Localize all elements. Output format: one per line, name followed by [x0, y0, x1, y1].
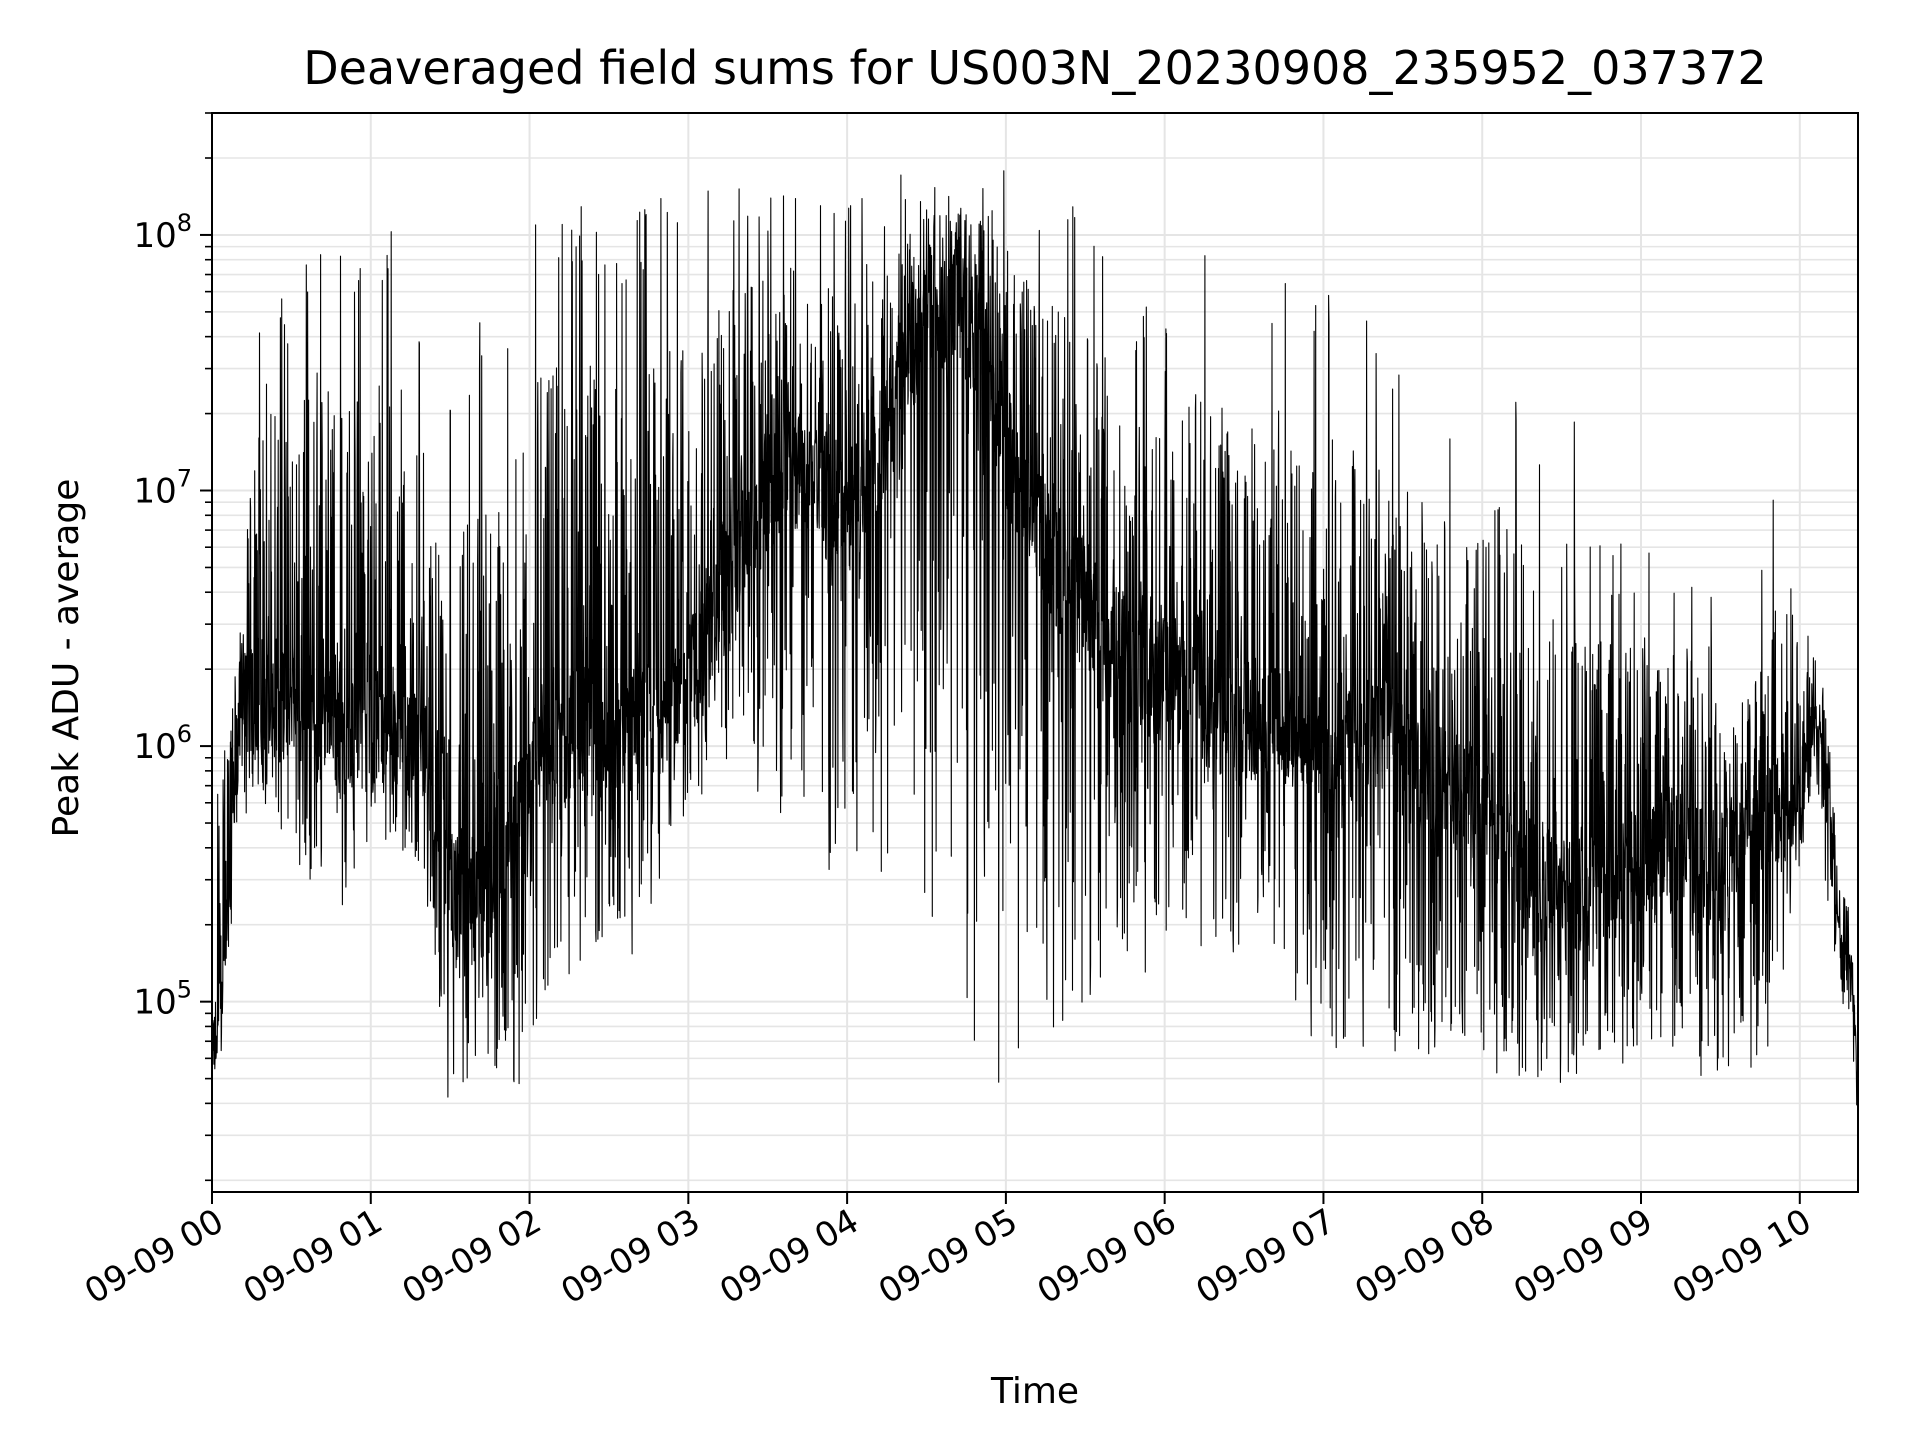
x-tick-label: 09-09 09: [1507, 1201, 1659, 1312]
y-axis-ticks: 105 106 107 108: [133, 112, 212, 1182]
y-tick-label: 108: [133, 209, 192, 256]
plot-area-frame: [211, 112, 1859, 1193]
chart-title: Deaveraged field sums for US003N_2023090…: [303, 41, 1767, 95]
y-tick-label: 105: [133, 976, 192, 1023]
x-tick-label: 09-09 07: [1190, 1201, 1342, 1312]
x-tick-label: 09-09 03: [554, 1201, 706, 1312]
data-series: [211, 170, 1859, 1106]
x-tick-label: 09-09 00: [78, 1201, 230, 1312]
x-tick-label: 09-09 04: [713, 1201, 865, 1312]
series-line: [211, 170, 1859, 1106]
y-tick-label: 106: [133, 720, 192, 767]
x-tick-label: 09-09 06: [1031, 1201, 1183, 1312]
x-tick-label: 09-09 01: [237, 1201, 389, 1312]
x-axis-label: Time: [990, 1371, 1079, 1412]
y-tick-label: 107: [133, 465, 192, 512]
x-tick-label: 09-09 02: [396, 1201, 548, 1312]
x-tick-label: 09-09 10: [1666, 1201, 1818, 1312]
x-tick-label: 09-09 08: [1348, 1201, 1500, 1312]
x-tick-label: 09-09 05: [872, 1201, 1024, 1312]
x-axis-ticks: 09-09 00 09-09 01 09-09 02 09-09 03 09-09 04…: [78, 1192, 1818, 1312]
y-axis-label: Peak ADU - average: [46, 479, 87, 838]
